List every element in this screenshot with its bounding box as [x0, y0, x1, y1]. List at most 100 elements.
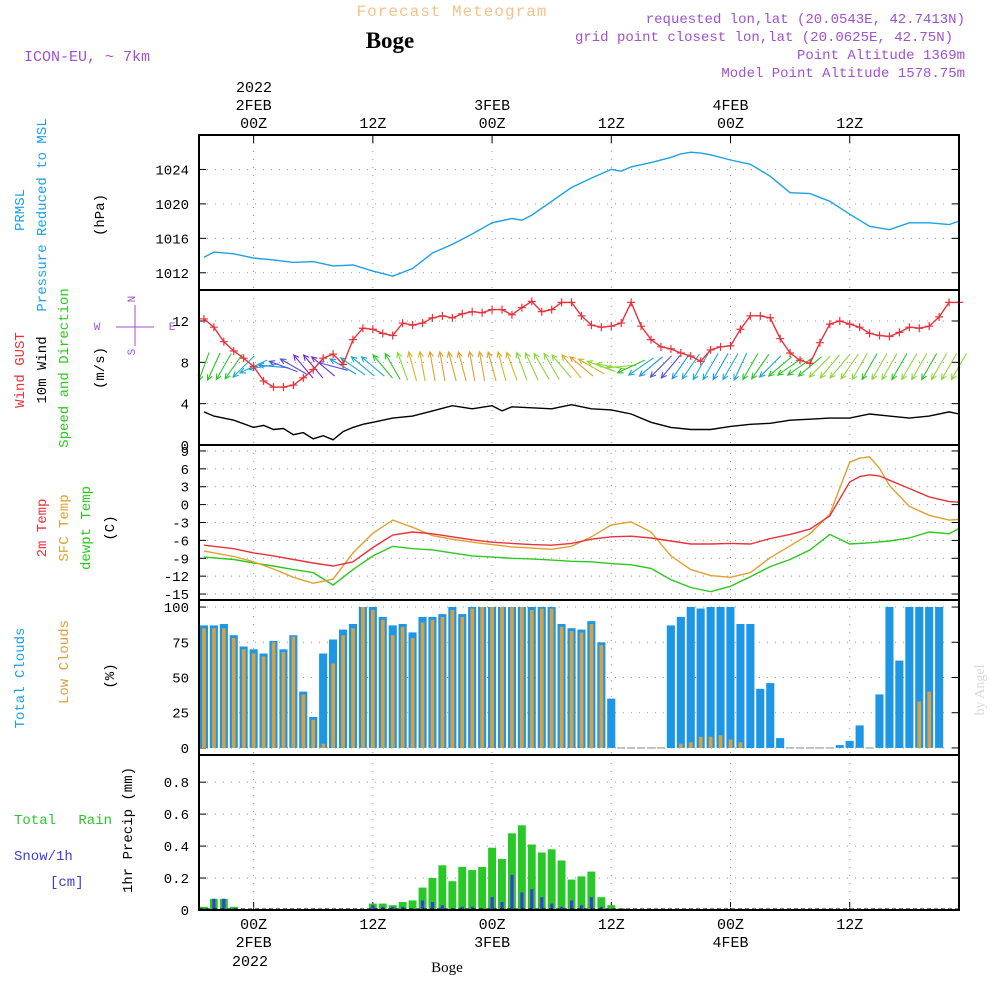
wind-arrow — [671, 353, 690, 380]
gust-marker — [915, 324, 924, 333]
gust-marker — [547, 305, 556, 314]
total-cloud-bar — [915, 607, 924, 748]
wind-arrow — [638, 356, 663, 377]
ytick-label: -15 — [164, 588, 189, 604]
wind-arrow — [551, 354, 572, 379]
rain-bar — [408, 900, 417, 910]
ytick-label: 0.4 — [164, 840, 189, 856]
snow-bar — [500, 902, 504, 910]
wind-arrow — [446, 350, 457, 382]
ytick-label: 9 — [181, 445, 189, 461]
low-cloud-bar — [390, 635, 395, 748]
total-cloud-bar — [686, 607, 695, 748]
snow-bar — [222, 898, 226, 910]
ytick-label: 0 — [181, 499, 189, 515]
snow-bar — [510, 874, 514, 910]
gust-marker — [756, 311, 765, 320]
wind-arrow — [268, 360, 298, 373]
precip-unit-label: 1hr Precip (mm) — [121, 767, 137, 893]
model-label: ICON-EU, ~ 7km — [24, 49, 150, 66]
wind-arrow — [595, 361, 627, 370]
ytick-label: 1020 — [155, 198, 189, 214]
wind-arrow — [758, 355, 782, 378]
gust-marker — [706, 345, 715, 354]
low-cloud-bar — [420, 622, 425, 748]
total-cloud-bar — [885, 607, 894, 748]
wind-arrow — [505, 351, 518, 381]
wind-arrow — [372, 354, 393, 379]
gust-marker — [299, 373, 308, 382]
gust-label: Wind GUST — [13, 332, 29, 408]
wind-arrow — [911, 353, 928, 381]
low-cloud-bar — [589, 624, 594, 748]
low-cloud-bar — [738, 742, 743, 748]
total-cloud-bar — [736, 624, 745, 748]
temperature-panel: -15 -12 -9 -6-3 0 3 6 9 — [164, 444, 960, 604]
rain-bar — [517, 825, 526, 910]
gust-marker — [805, 359, 814, 368]
ytick-label: 0.2 — [164, 872, 189, 888]
low-cloud-bar — [311, 719, 316, 748]
gust-marker — [448, 313, 457, 322]
top-hour-label: 12Z — [836, 116, 863, 133]
wind-arrow — [456, 350, 467, 382]
wind-arrow — [215, 353, 232, 381]
total-cloud-bar — [925, 607, 934, 748]
wind-arrow — [681, 353, 700, 380]
wind-arrow — [543, 352, 560, 380]
gust-marker — [746, 311, 755, 320]
total-cloud-bar — [676, 616, 685, 748]
rain-bar — [448, 881, 457, 910]
low-cloud-bar — [440, 616, 445, 748]
gust-marker — [597, 323, 606, 332]
wind-arrow — [206, 352, 221, 382]
wind-panel: 0 4 8 12 — [172, 289, 967, 455]
low-cloud-bar — [470, 608, 475, 748]
gust-marker — [527, 297, 536, 306]
ytick-label: -9 — [172, 552, 189, 568]
wind-arrow — [819, 354, 840, 379]
ytick-label: 1012 — [155, 267, 189, 283]
gust-marker — [259, 376, 268, 385]
snow-label: Snow/1h — [14, 849, 73, 865]
wind-arrow — [930, 353, 948, 381]
low-cloud-bar — [917, 701, 922, 748]
low-cloud-bar — [222, 628, 226, 748]
rain-bar — [567, 879, 576, 910]
gust-marker — [905, 323, 914, 332]
ytick-label: -3 — [172, 517, 189, 533]
low-cloud-bar — [500, 607, 504, 748]
wind-arrow — [561, 354, 582, 379]
sfc-temp-label: SFC Temp — [57, 494, 73, 561]
low-cloud-bar — [351, 628, 355, 748]
wind-arrow — [649, 355, 672, 378]
gust-marker — [696, 357, 705, 366]
gust-marker — [766, 313, 775, 322]
ytick-label: 50 — [172, 672, 189, 688]
wind10m-line — [203, 403, 960, 441]
total-cloud-bar — [607, 698, 616, 748]
temp-unit-label: (C) — [103, 515, 119, 540]
ytick-label: 8 — [181, 356, 189, 372]
wind-arrow — [851, 353, 868, 381]
gust-marker — [925, 322, 934, 331]
low-cloud-bar — [212, 628, 216, 748]
gust-marker — [329, 350, 338, 359]
snow-bar — [520, 892, 524, 910]
gust-marker — [945, 298, 954, 307]
gust-marker — [339, 360, 348, 369]
ytick-label: 3 — [181, 481, 189, 497]
rain-bar — [587, 871, 596, 910]
bottom-date-label: 4FEB — [712, 935, 748, 952]
low-cloud-bar — [579, 632, 584, 748]
gust-marker — [398, 319, 407, 328]
gust-marker — [517, 303, 526, 312]
total-cloud-bar — [855, 725, 864, 748]
credit: by Angel — [973, 664, 988, 715]
compass-south: S — [127, 348, 139, 355]
snow-bar — [212, 898, 216, 910]
snow-bar — [460, 906, 464, 910]
wind-arrow — [616, 359, 646, 374]
wind-arrow — [437, 350, 446, 382]
